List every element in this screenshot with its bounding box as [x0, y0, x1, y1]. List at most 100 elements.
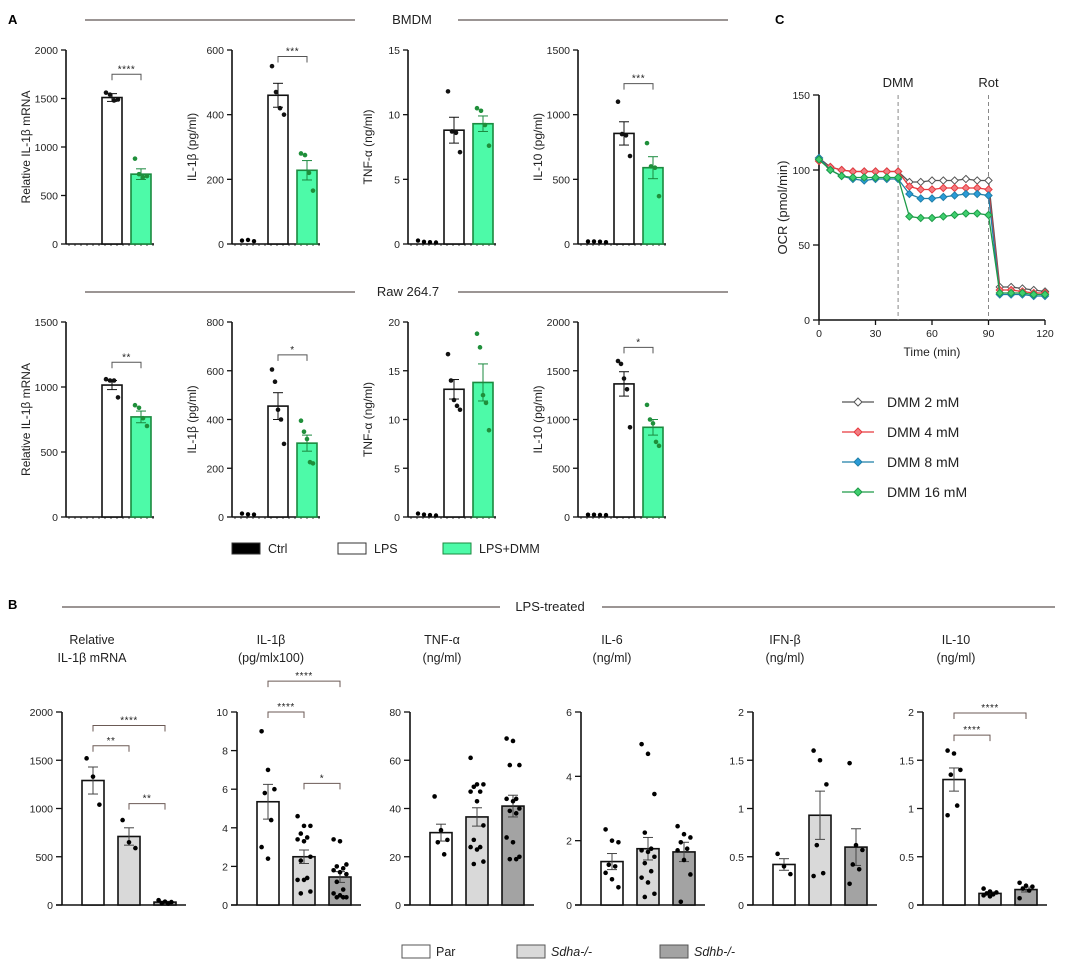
y-axis-label: TNF-α (ng/ml)	[361, 110, 375, 185]
data-point	[295, 837, 300, 842]
ctrl-point	[585, 239, 591, 244]
bar-par	[81, 779, 105, 906]
annotation-label: Rot	[978, 75, 999, 90]
data-point	[513, 811, 519, 816]
significance-bracket	[953, 712, 1027, 719]
significance-bracket	[623, 346, 654, 354]
data-point	[281, 441, 287, 447]
data-point	[269, 367, 275, 372]
y-tick-label: 8	[222, 746, 228, 758]
data-point	[905, 189, 914, 199]
data-point	[850, 862, 856, 867]
ctrl-point	[427, 512, 433, 518]
significance-label: ****	[963, 725, 981, 736]
data-point	[140, 415, 146, 421]
y-axis-label: IL-1β (pg/ml)	[185, 385, 199, 453]
y-tick-label: 1.5	[729, 755, 744, 767]
data-point	[984, 210, 993, 220]
data-point	[115, 97, 121, 102]
y-tick-label: 500	[552, 463, 570, 475]
data-point	[298, 858, 304, 863]
data-point	[445, 837, 450, 843]
data-point	[275, 407, 281, 413]
data-point	[486, 143, 492, 149]
y-tick-label: 50	[798, 240, 810, 252]
legend-label: DMM 16 mM	[887, 484, 967, 500]
significance-bracket	[111, 73, 142, 81]
significance-bracket	[92, 725, 166, 732]
data-point	[811, 873, 816, 879]
chart-a-0-2: 0 5 10 15 TNF-α (ng/ml)	[361, 45, 496, 251]
data-point	[995, 288, 1005, 298]
y-tick-label: 500	[40, 191, 58, 203]
data-point	[675, 848, 680, 853]
data-point	[340, 887, 346, 892]
data-point	[126, 839, 132, 845]
dmm-bar	[296, 442, 318, 518]
chart-title-line2: (ng/ml)	[593, 651, 632, 665]
data-point	[916, 194, 926, 203]
data-point	[650, 421, 656, 426]
y-tick-label: 0	[52, 239, 58, 251]
y-tick-label: 2	[222, 861, 228, 873]
data-point	[645, 880, 651, 885]
y-tick-label: 200	[206, 174, 224, 186]
data-point	[961, 189, 971, 199]
data-point	[483, 400, 489, 406]
data-point	[639, 848, 644, 853]
data-point	[468, 789, 473, 794]
y-tick-label: 10	[388, 110, 400, 122]
significance-label: ****	[120, 716, 138, 727]
significance-label: ****	[277, 702, 295, 713]
y-tick-label: 6	[222, 784, 228, 796]
y-tick-label: 0	[218, 512, 224, 524]
data-point	[652, 854, 657, 860]
bar-par	[942, 778, 966, 906]
data-point	[334, 894, 340, 900]
data-point	[623, 133, 629, 138]
chart-a-1-2: 0 5 10 15 20 TNF-α (ng/ml)	[361, 317, 496, 524]
data-point	[916, 177, 926, 187]
chart-title-line2: (ng/ml)	[937, 651, 976, 665]
data-point	[340, 866, 346, 871]
data-point	[281, 112, 287, 117]
ctrl-point	[591, 512, 597, 517]
legend-swatch-0	[401, 944, 431, 959]
data-point	[853, 842, 859, 848]
data-point	[972, 209, 982, 218]
y-tick-label: 500	[35, 852, 53, 864]
data-point	[1040, 290, 1050, 299]
y-tick-label: 10	[216, 707, 228, 719]
data-point	[507, 856, 513, 862]
data-point	[648, 846, 654, 852]
chart-title-line1: IL-10	[942, 633, 971, 647]
data-point	[954, 803, 960, 808]
y-tick-label: 2000	[35, 45, 59, 57]
data-point	[847, 760, 852, 766]
data-point	[302, 152, 308, 158]
x-tick-label: 120	[1036, 328, 1054, 340]
data-point	[961, 209, 971, 218]
data-point	[337, 869, 343, 875]
chart-title-line1: IL-1β	[257, 633, 286, 647]
data-point	[645, 751, 651, 757]
data-point	[1017, 880, 1022, 886]
data-point	[474, 782, 480, 787]
y-tick-label: 20	[388, 317, 400, 329]
chart-b-3: IL-6 (ng/ml) 0 2 4 6	[566, 633, 705, 912]
data-point	[916, 213, 926, 223]
lps-bar	[267, 405, 289, 518]
data-point	[298, 891, 304, 896]
data-point	[468, 844, 473, 850]
data-point	[1018, 288, 1027, 298]
data-point	[652, 891, 657, 897]
data-point	[310, 461, 316, 466]
data-point	[510, 738, 516, 744]
data-point	[951, 751, 957, 756]
data-point	[984, 191, 993, 200]
data-point	[451, 397, 457, 403]
data-point	[438, 827, 444, 833]
chart-b-5: IL-10 (ng/ml) 0 0.5 1 1.5 2 ********	[899, 633, 1047, 912]
significance-bracket	[303, 782, 341, 790]
legend-marker-1	[853, 427, 863, 437]
